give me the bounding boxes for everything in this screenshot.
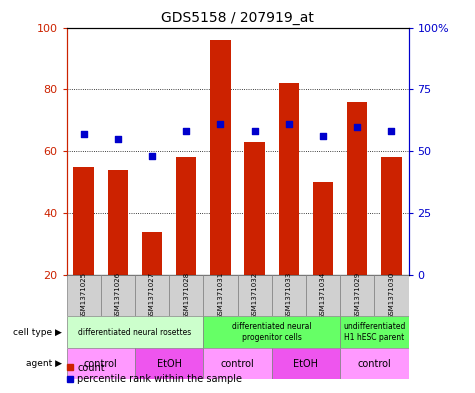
Bar bbox=[73, 167, 94, 275]
FancyBboxPatch shape bbox=[340, 348, 408, 379]
Text: undifferentiated
H1 hESC parent: undifferentiated H1 hESC parent bbox=[343, 322, 406, 342]
Text: control: control bbox=[357, 358, 391, 369]
Bar bbox=[210, 40, 231, 275]
FancyBboxPatch shape bbox=[66, 316, 203, 348]
Text: GSM1371033: GSM1371033 bbox=[286, 272, 292, 320]
Point bbox=[217, 121, 224, 127]
Point bbox=[114, 136, 122, 142]
Text: control: control bbox=[84, 358, 118, 369]
Text: GSM1371026: GSM1371026 bbox=[115, 272, 121, 319]
Bar bbox=[347, 102, 368, 275]
Legend: count, percentile rank within the sample: count, percentile rank within the sample bbox=[62, 359, 247, 388]
Text: GSM1371031: GSM1371031 bbox=[218, 272, 223, 320]
FancyBboxPatch shape bbox=[238, 275, 272, 316]
Text: control: control bbox=[220, 358, 255, 369]
Text: agent ▶: agent ▶ bbox=[26, 359, 62, 368]
FancyBboxPatch shape bbox=[66, 275, 101, 316]
Text: GSM1371030: GSM1371030 bbox=[389, 272, 394, 320]
FancyBboxPatch shape bbox=[272, 275, 306, 316]
Point bbox=[80, 131, 87, 137]
Bar bbox=[381, 158, 402, 275]
FancyBboxPatch shape bbox=[203, 275, 238, 316]
FancyBboxPatch shape bbox=[203, 316, 340, 348]
FancyBboxPatch shape bbox=[203, 348, 272, 379]
Point bbox=[182, 129, 190, 135]
Text: GSM1371027: GSM1371027 bbox=[149, 272, 155, 319]
FancyBboxPatch shape bbox=[66, 348, 135, 379]
FancyBboxPatch shape bbox=[340, 275, 374, 316]
FancyBboxPatch shape bbox=[272, 348, 340, 379]
Title: GDS5158 / 207919_at: GDS5158 / 207919_at bbox=[161, 11, 314, 25]
FancyBboxPatch shape bbox=[135, 348, 203, 379]
Text: GSM1371034: GSM1371034 bbox=[320, 272, 326, 319]
Text: EtOH: EtOH bbox=[157, 358, 181, 369]
Text: GSM1371029: GSM1371029 bbox=[354, 272, 360, 319]
Text: GSM1371028: GSM1371028 bbox=[183, 272, 189, 319]
Text: GSM1371032: GSM1371032 bbox=[252, 272, 257, 319]
Text: differentiated neural rosettes: differentiated neural rosettes bbox=[78, 328, 191, 336]
FancyBboxPatch shape bbox=[306, 275, 340, 316]
Text: cell type ▶: cell type ▶ bbox=[13, 328, 62, 336]
Point bbox=[251, 129, 258, 135]
Point bbox=[319, 133, 327, 140]
Bar bbox=[244, 142, 265, 275]
Point bbox=[148, 153, 156, 160]
Text: differentiated neural
progenitor cells: differentiated neural progenitor cells bbox=[232, 322, 312, 342]
Point bbox=[285, 121, 293, 127]
Bar bbox=[142, 232, 162, 275]
Point bbox=[353, 123, 361, 130]
FancyBboxPatch shape bbox=[135, 275, 169, 316]
Text: EtOH: EtOH bbox=[294, 358, 318, 369]
Bar bbox=[107, 170, 128, 275]
Bar bbox=[176, 158, 197, 275]
FancyBboxPatch shape bbox=[340, 316, 408, 348]
Point bbox=[388, 129, 395, 135]
FancyBboxPatch shape bbox=[169, 275, 203, 316]
Text: GSM1371025: GSM1371025 bbox=[81, 272, 86, 319]
Bar bbox=[278, 83, 299, 275]
FancyBboxPatch shape bbox=[374, 275, 408, 316]
Bar bbox=[313, 182, 333, 275]
FancyBboxPatch shape bbox=[101, 275, 135, 316]
